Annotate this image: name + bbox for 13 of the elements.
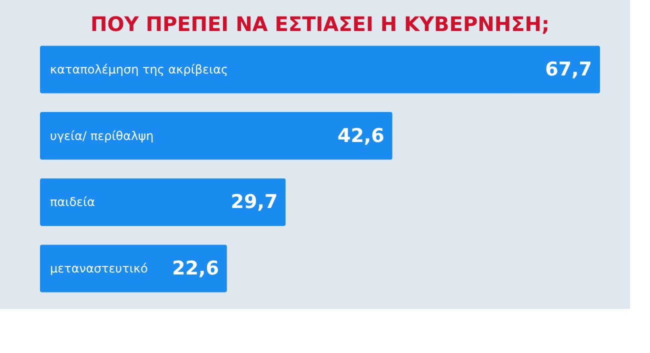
data-label: 67,7 [545,58,592,81]
bar [40,244,227,292]
y-tick-label: καταπολέμηση της ακρίβειας [50,62,228,77]
data-label: 29,7 [230,191,278,214]
y-tick-label: μεταναστευτικό [50,261,148,276]
y-tick-label: υγεία/ περίθαλψη [50,128,154,143]
chart-title: ΠΟΥ ΠΡΕΠΕΙ ΝΑ ΕΣΤΙΑΣΕΙ Η ΚΥΒΕΡΝΗΣΗ; [90,12,550,36]
data-label: 42,6 [337,124,384,147]
y-tick-label: παιδεία [50,195,96,210]
bar [40,178,286,226]
data-label: 22,6 [172,257,219,280]
bar [40,112,392,160]
bar [40,46,600,94]
